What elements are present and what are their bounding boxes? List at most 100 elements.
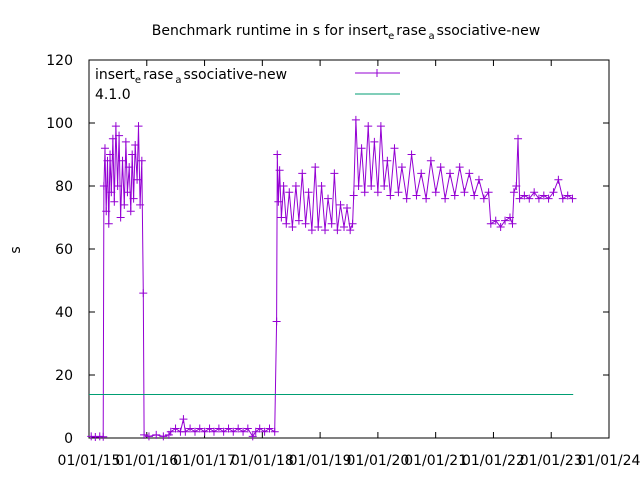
- data-point: [144, 432, 153, 441]
- chart-title: Benchmark runtime in s for inserte rase a s…: [152, 23, 541, 42]
- data-point: [186, 424, 195, 433]
- data-point: [234, 424, 243, 433]
- x-tick-label: 01/01/16: [115, 453, 178, 469]
- data-point: [549, 188, 558, 197]
- data-point: [386, 191, 395, 200]
- data-point: [99, 182, 108, 190]
- data-point: [397, 163, 406, 172]
- data-point: [279, 182, 288, 190]
- data-point: [327, 219, 336, 228]
- data-point: [115, 131, 124, 140]
- data-point: [181, 427, 190, 436]
- data-point: [376, 122, 385, 131]
- legend-label-series-2: 4.1.0: [95, 87, 131, 103]
- data-point: [274, 197, 283, 206]
- data-point: [275, 166, 284, 175]
- data-point: [205, 424, 214, 433]
- data-point: [171, 424, 180, 433]
- data-point: [370, 137, 379, 146]
- data-point: [103, 156, 112, 165]
- data-point: [159, 432, 168, 441]
- data-point: [321, 226, 330, 235]
- data-point: [390, 144, 399, 153]
- y-tick-label: 0: [64, 431, 73, 447]
- data-point: [380, 182, 389, 190]
- data-point: [455, 163, 464, 172]
- data-point: [479, 194, 488, 203]
- data-point: [311, 163, 320, 172]
- data-point: [179, 415, 188, 424]
- data-point: [422, 194, 431, 203]
- data-point: [417, 169, 426, 178]
- data-point: [441, 194, 450, 203]
- data-point: [229, 427, 238, 436]
- data-point: [346, 226, 355, 235]
- data-point: [270, 427, 279, 436]
- data-point: [367, 182, 376, 190]
- data-point: [383, 156, 392, 165]
- data-point: [272, 317, 281, 326]
- data-point: [209, 427, 218, 436]
- y-tick-label: 60: [55, 242, 73, 258]
- data-point: [348, 219, 357, 228]
- data-point: [108, 134, 117, 143]
- legend: inserte rase a ssociative-new 4.1.0: [95, 67, 400, 103]
- data-point: [357, 144, 366, 153]
- data-point: [354, 182, 363, 190]
- data-point: [134, 122, 143, 131]
- x-tick-label: 01/01/22: [462, 453, 525, 469]
- legend-marker-series-1: [373, 69, 381, 77]
- data-point: [136, 200, 145, 209]
- data-point: [470, 191, 479, 200]
- data-point: [314, 222, 323, 231]
- data-point: [285, 188, 294, 197]
- data-point: [525, 194, 534, 203]
- data-point: [505, 213, 514, 222]
- data-point: [121, 137, 130, 146]
- data-point: [554, 175, 563, 184]
- data-point: [307, 226, 316, 235]
- data-point: [343, 204, 352, 213]
- data-point: [431, 188, 440, 197]
- data-point: [563, 191, 572, 200]
- data-point: [484, 188, 493, 197]
- data-point: [407, 150, 416, 159]
- data-point: [239, 427, 248, 436]
- data-point: [152, 430, 161, 439]
- data-point: [277, 213, 286, 222]
- data-point: [558, 194, 567, 203]
- data-point: [336, 200, 345, 209]
- data-point: [349, 191, 358, 200]
- data-point: [333, 226, 342, 235]
- y-tick-label: 80: [55, 179, 73, 195]
- data-point: [214, 424, 223, 433]
- y-tick-label: 20: [55, 368, 73, 384]
- data-point: [248, 432, 257, 441]
- plot-area: 02040608010012001/01/1501/01/1601/01/170…: [46, 53, 640, 469]
- data-point: [129, 194, 138, 203]
- legend-label-series-1: inserte rase a ssociative-new: [95, 67, 287, 86]
- legend-sample-series-1: [355, 69, 400, 77]
- y-tick-label: 100: [46, 116, 73, 132]
- data-point: [190, 427, 199, 436]
- data-point: [126, 207, 135, 216]
- data-point: [474, 175, 483, 184]
- data-point: [301, 219, 310, 228]
- data-point: [534, 194, 543, 203]
- data-point: [544, 194, 553, 203]
- data-point: [288, 222, 297, 231]
- data-point: [515, 194, 524, 203]
- data-point: [446, 169, 455, 178]
- data-point: [509, 188, 518, 197]
- data-point: [111, 122, 120, 131]
- data-point: [133, 175, 142, 184]
- data-point: [324, 194, 333, 203]
- data-point: [273, 150, 282, 159]
- data-point: [450, 191, 459, 200]
- data-point: [123, 188, 132, 197]
- data-point: [87, 432, 96, 441]
- data-point: [539, 191, 548, 200]
- data-point: [140, 430, 149, 439]
- data-point: [125, 163, 134, 172]
